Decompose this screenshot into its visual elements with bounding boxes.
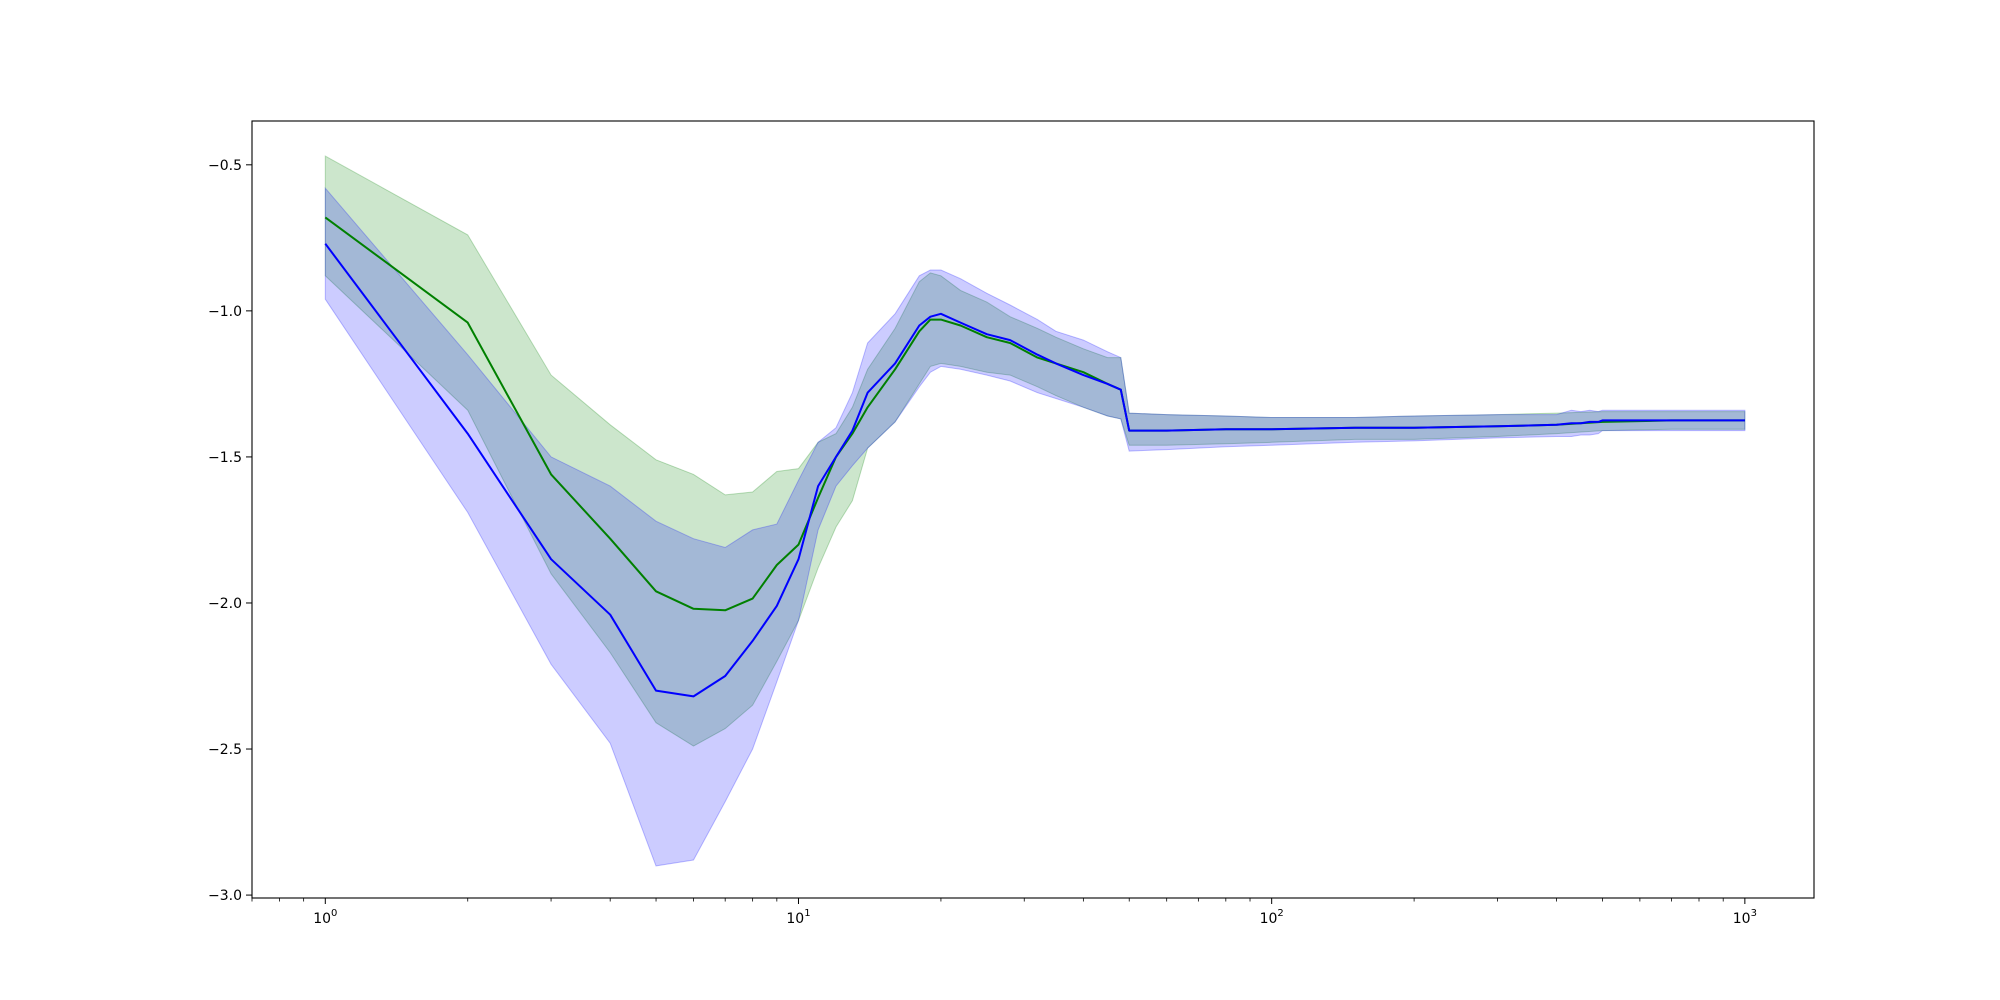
- y-axis: −3.0 −2.5 −2.0 −1.5 −1.0 −0.5: [208, 158, 252, 904]
- y-tick-label: −2.5: [208, 742, 242, 758]
- y-tick-label: −1.5: [208, 450, 242, 466]
- x-tick-label: 103: [1733, 908, 1757, 927]
- y-tick-label: −3.0: [208, 888, 242, 904]
- y-tick-label: −1.0: [208, 304, 242, 320]
- series-2-band: [324, 186, 1746, 867]
- x-tick-label: 100: [313, 908, 337, 927]
- series-lines: [324, 216, 1745, 698]
- x-axis: 100 101 102 103: [251, 898, 1757, 927]
- x-tick-label: 102: [1260, 908, 1284, 927]
- y-tick-label: −2.0: [208, 596, 242, 612]
- x-tick-label: 101: [786, 908, 810, 927]
- series-1-band: [324, 155, 1746, 747]
- y-tick-label: −0.5: [208, 158, 242, 174]
- plot-frame: [251, 120, 1815, 899]
- confidence-bands: [324, 155, 1746, 867]
- series-2-line: [324, 243, 1745, 698]
